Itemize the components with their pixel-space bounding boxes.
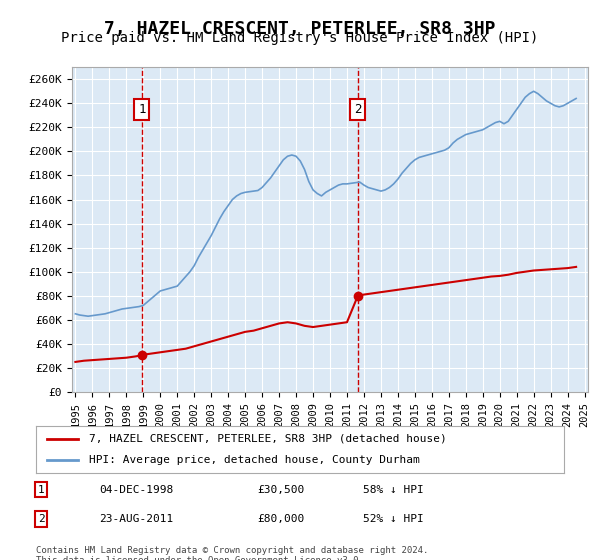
Text: 52% ↓ HPI: 52% ↓ HPI <box>364 514 424 524</box>
Text: 04-DEC-1998: 04-DEC-1998 <box>100 484 173 494</box>
Text: HPI: Average price, detached house, County Durham: HPI: Average price, detached house, Coun… <box>89 455 419 465</box>
Text: 2: 2 <box>354 103 362 116</box>
Text: 58% ↓ HPI: 58% ↓ HPI <box>364 484 424 494</box>
Text: 2: 2 <box>38 514 44 524</box>
Text: 23-AUG-2011: 23-AUG-2011 <box>100 514 173 524</box>
Text: 7, HAZEL CRESCENT, PETERLEE, SR8 3HP (detached house): 7, HAZEL CRESCENT, PETERLEE, SR8 3HP (de… <box>89 434 446 444</box>
Text: 7, HAZEL CRESCENT, PETERLEE, SR8 3HP: 7, HAZEL CRESCENT, PETERLEE, SR8 3HP <box>104 20 496 38</box>
Text: £30,500: £30,500 <box>258 484 305 494</box>
Text: Contains HM Land Registry data © Crown copyright and database right 2024.
This d: Contains HM Land Registry data © Crown c… <box>36 546 428 560</box>
Text: Price paid vs. HM Land Registry's House Price Index (HPI): Price paid vs. HM Land Registry's House … <box>61 31 539 45</box>
Text: 1: 1 <box>138 103 146 116</box>
Text: 1: 1 <box>38 484 44 494</box>
Text: £80,000: £80,000 <box>258 514 305 524</box>
